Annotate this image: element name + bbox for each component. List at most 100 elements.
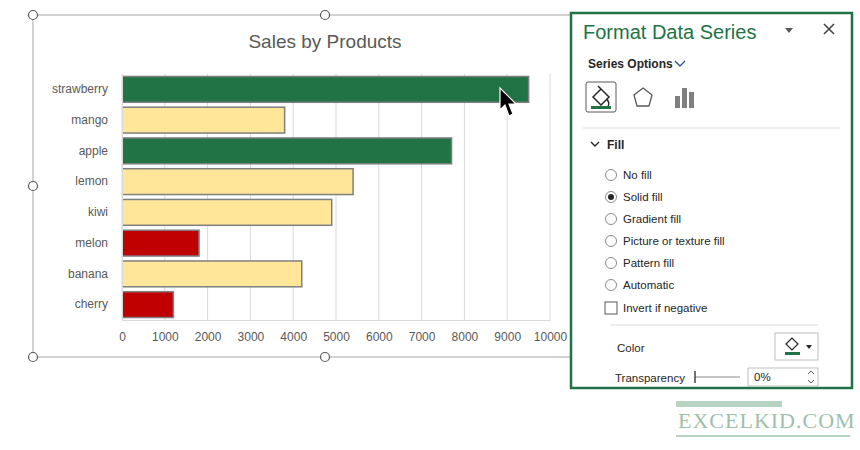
category-label: melon [75,236,108,250]
tick: 1000 [152,320,179,344]
tick: 3000 [238,320,265,344]
tick: apple [79,144,122,158]
chart-frame [33,15,640,357]
grid-line [122,74,123,320]
fill-icon[interactable] [593,86,609,106]
slider-thumb[interactable] [694,371,696,383]
category-label: kiwi [88,205,108,219]
grid-line [550,74,551,320]
tick: 6000 [366,320,393,344]
tick-label: 4000 [280,330,307,344]
x-axis: 0 1000 2000 3000 4000 5000 6000 7000 8000 9000 100… [119,320,567,344]
bars [122,76,529,317]
radio-button[interactable] [606,192,617,203]
section-label[interactable]: Series Options [588,57,673,71]
radio-button[interactable] [606,280,617,291]
grid-line [421,74,422,320]
tick: 7000 [409,320,436,344]
tick-label: 5000 [323,330,350,344]
category-label: banana [68,267,108,281]
tick-label: 2000 [195,330,222,344]
spinner [808,371,814,383]
watermark-underline [676,435,850,437]
radio-button[interactable] [606,236,617,247]
radio-label[interactable]: Gradient fill [623,213,681,225]
radio-label[interactable]: Solid fill [623,191,663,203]
color-button-icon [786,338,798,350]
transparency-input[interactable] [748,368,818,386]
tick: 0 [119,320,126,344]
bar [122,230,199,256]
tick: lemon [75,174,122,188]
canvas: Sales by Products 0 1000 2000 3000 4000 5000 60… [0,0,860,450]
grid-line [378,74,379,320]
bar [122,169,353,195]
options-icon-bar [675,96,680,108]
radio-button[interactable] [606,170,617,181]
checkbox[interactable] [605,302,617,314]
group-label[interactable]: Fill [607,138,624,152]
mouse-cursor [500,88,516,116]
grid-line [336,74,337,320]
separator [583,128,840,129]
tick: mango [71,113,122,127]
checkbox-label[interactable]: Invert if negative [623,302,707,314]
close-button[interactable] [824,24,834,34]
tick-label: 1000 [152,330,179,344]
transparency-value: 0% [754,371,771,383]
axis-line [123,320,551,321]
selection-handle [321,353,330,362]
tick-label: 10000 [534,330,568,344]
radio-label[interactable]: Automatic [623,279,674,291]
y-axis: strawberry mango apple lemon kiwi melon banana… [52,75,123,321]
radio-button[interactable] [606,258,617,269]
category-label: cherry [75,297,108,311]
format-pane: Format Data SeriesSeries OptionsFillNo f… [571,13,852,388]
axis-line [122,75,123,321]
chart-title: Sales by Products [248,31,401,52]
section-chevron[interactable] [675,61,685,66]
category-label: lemon [75,174,108,188]
tick: banana [68,267,122,281]
slider-track[interactable] [695,377,740,378]
watermark: EXCELKID.COM [678,408,856,433]
tick-label: 0 [119,330,126,344]
watermark-bar [676,401,782,407]
tick: 4000 [280,320,307,344]
tick-label: 8000 [452,330,479,344]
category-label: apple [79,144,109,158]
color-button[interactable] [775,333,818,360]
grid-line [464,74,465,320]
fill-icon-bar [591,106,611,109]
color-dropdown-arrow [806,345,812,349]
tick-label: 3000 [238,330,265,344]
separator [611,325,818,326]
tick: 2000 [195,320,222,344]
grid [122,74,550,320]
bar [122,76,529,102]
background [0,0,860,450]
selection-handle [29,182,38,191]
radio-label[interactable]: Picture or texture fill [623,235,725,247]
tick: strawberry [52,82,122,96]
icon-selected-box [586,82,616,112]
category-label: mango [71,113,108,127]
radio-label[interactable]: Pattern fill [623,257,674,269]
tick: 8000 [452,320,479,344]
tick-label: 9000 [494,330,521,344]
color-label: Color [617,342,645,354]
selection-handle [321,11,330,20]
radio-label[interactable]: No fill [623,169,652,181]
tick: kiwi [88,205,122,219]
tick: 5000 [323,320,350,344]
effects-icon[interactable] [634,88,652,106]
bar [122,261,302,287]
group-chevron[interactable] [591,142,599,146]
tick: cherry [75,297,122,311]
radio-button[interactable] [606,214,617,225]
tick: 10000 [534,320,568,344]
tick: melon [75,236,122,250]
bar [122,107,285,133]
tick-label: 6000 [366,330,393,344]
options-icon[interactable] [675,88,694,108]
